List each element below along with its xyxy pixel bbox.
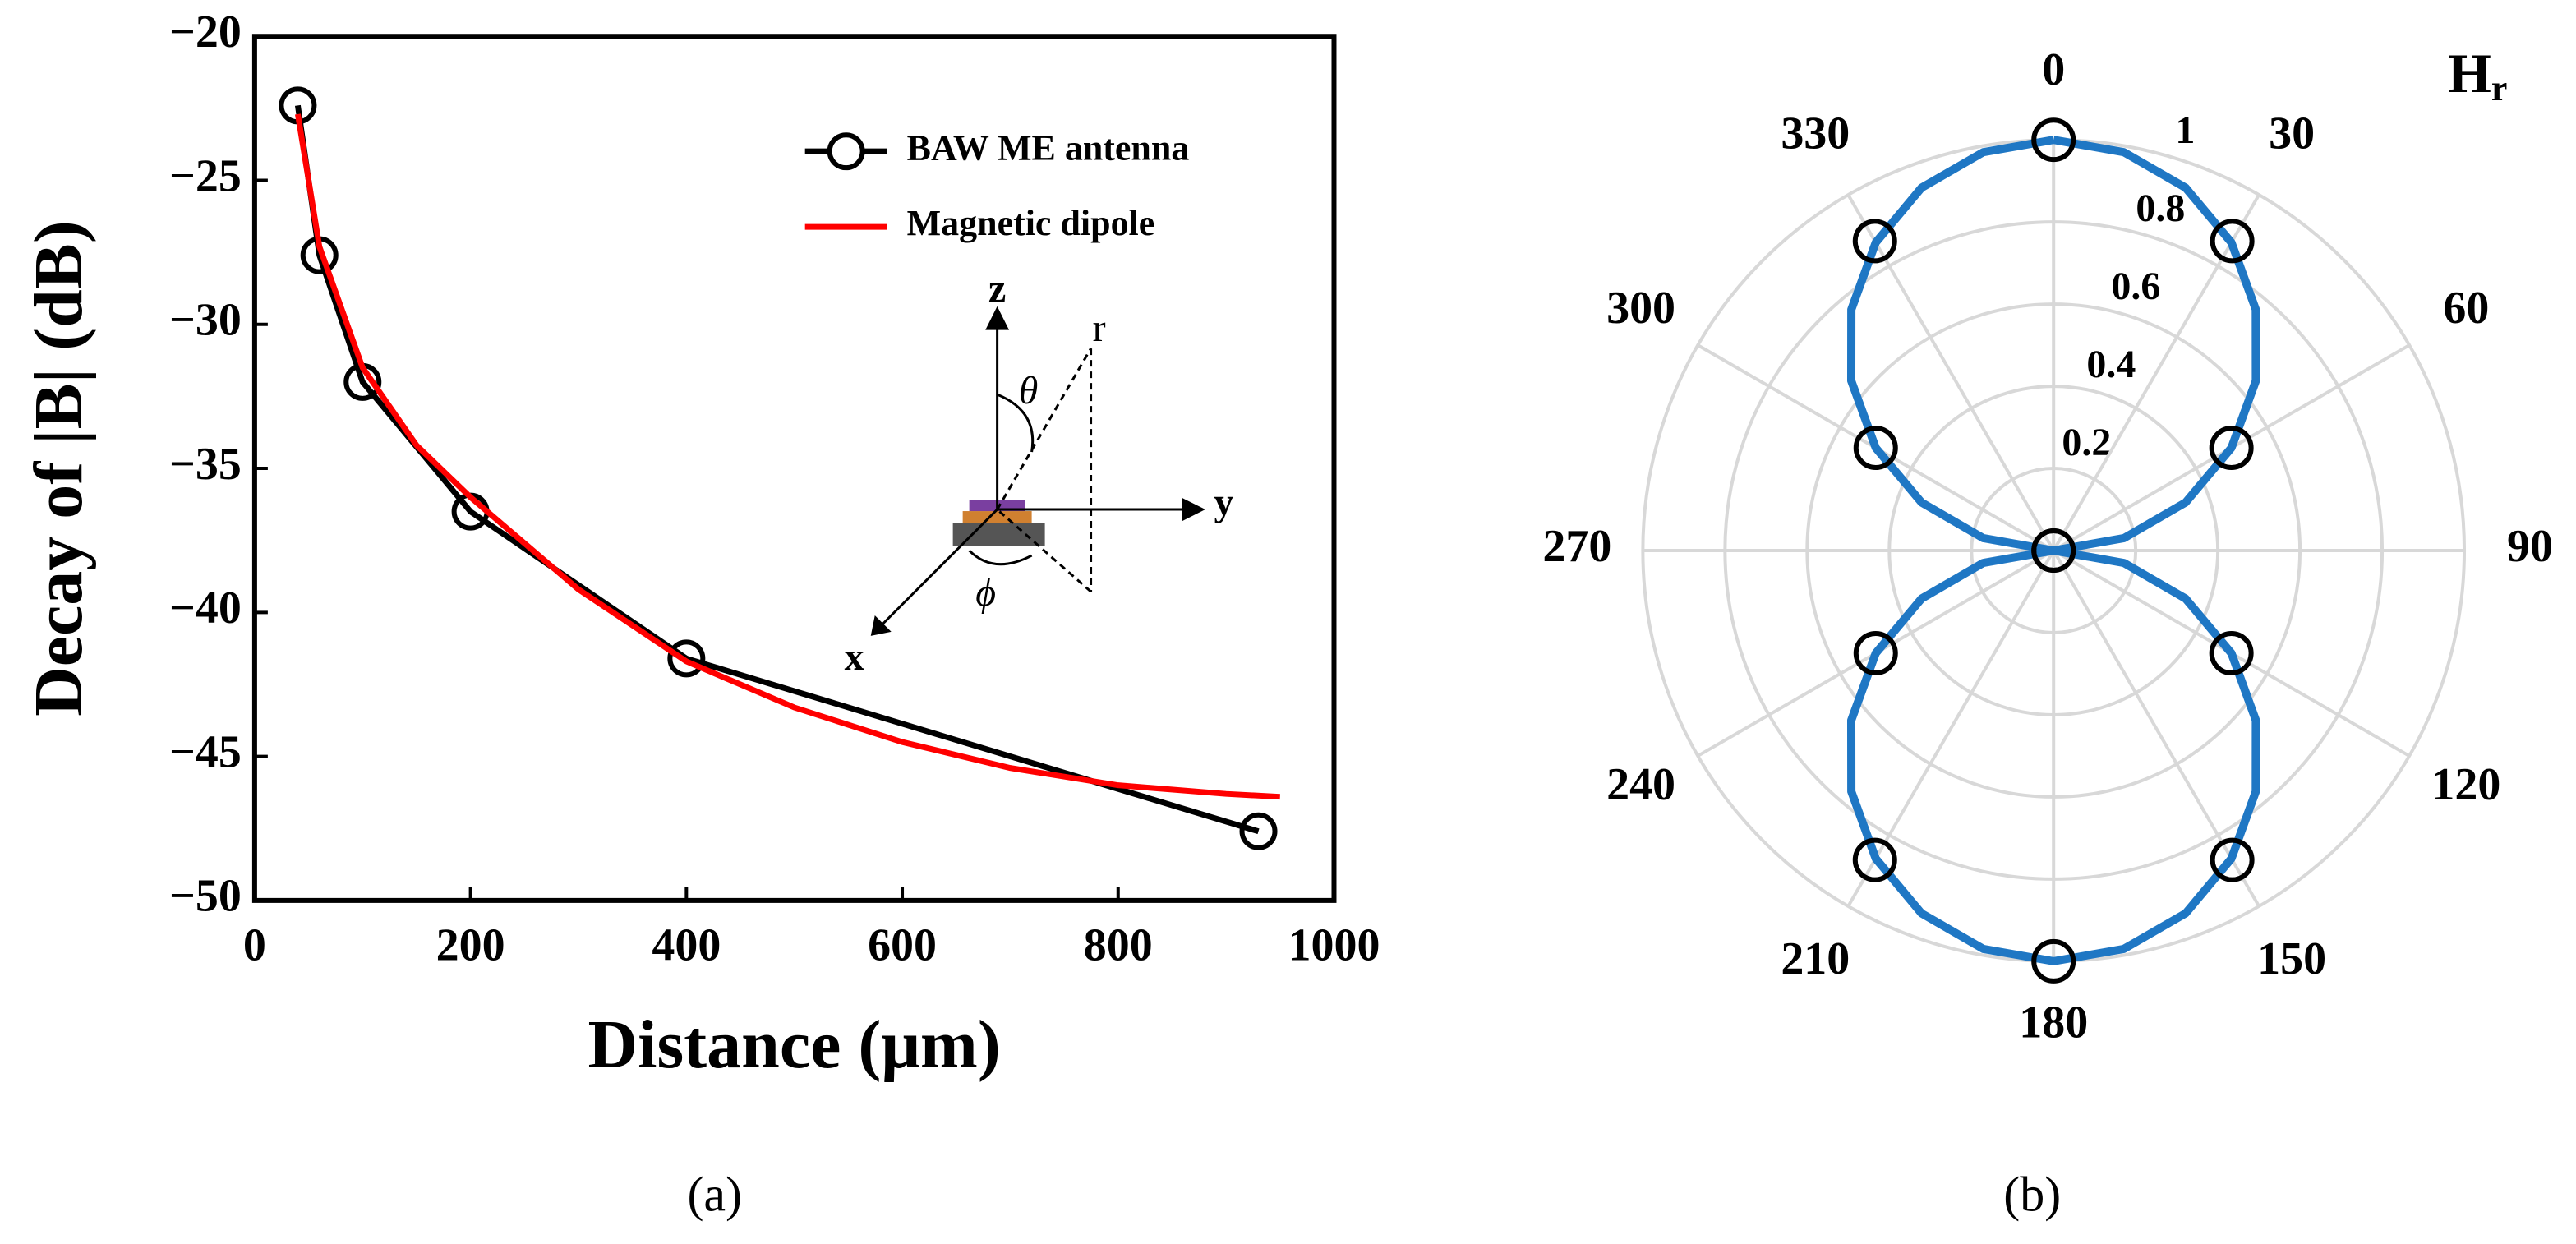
data-point bbox=[2210, 219, 2255, 264]
legend-marker bbox=[827, 132, 865, 171]
theta-tick-label: 270 bbox=[1542, 521, 1611, 572]
grid-spoke bbox=[2052, 550, 2260, 907]
projection bbox=[996, 508, 1092, 593]
y-tick-label: −50 bbox=[169, 871, 242, 922]
device-layer bbox=[962, 511, 1032, 523]
theta-tick-label: 180 bbox=[2019, 998, 2088, 1048]
arrow bbox=[870, 615, 892, 636]
annotation: y bbox=[1214, 481, 1234, 524]
device-base bbox=[952, 523, 1045, 546]
data-line bbox=[1847, 136, 2260, 965]
legend-label: BAW ME antenna bbox=[907, 127, 1190, 168]
chart-title: Hr bbox=[2448, 42, 2507, 108]
data-point bbox=[2031, 117, 2076, 163]
title-main: H bbox=[2448, 42, 2491, 104]
data-point bbox=[2209, 630, 2254, 675]
phi-arc bbox=[968, 549, 1033, 566]
r-tick-label: 0.8 bbox=[2136, 187, 2185, 230]
theta-tick-label: 90 bbox=[2507, 521, 2553, 572]
x-tick-label: 200 bbox=[436, 920, 505, 971]
x-tick-label: 400 bbox=[652, 920, 721, 971]
y-tick-label: −45 bbox=[169, 726, 242, 777]
data-point bbox=[1852, 837, 1897, 882]
theta-tick-label: 150 bbox=[2257, 933, 2326, 984]
theta-tick-label: 210 bbox=[1781, 933, 1850, 984]
y-tick-label: −40 bbox=[169, 583, 242, 634]
annotation: r bbox=[1093, 306, 1106, 350]
y-axis-label: Decay of |B| (dB) bbox=[21, 220, 97, 716]
inset-diagram bbox=[870, 306, 1205, 636]
annotation: z bbox=[988, 267, 1006, 311]
data-point bbox=[1239, 812, 1278, 850]
y-tick-label: −35 bbox=[169, 439, 242, 490]
theta-tick-label: 330 bbox=[1781, 108, 1850, 159]
data-point bbox=[2209, 426, 2254, 471]
annotation: θ bbox=[1019, 369, 1039, 412]
theta-tick-label: 120 bbox=[2431, 759, 2500, 810]
theta-tick-label: 0 bbox=[2042, 44, 2065, 95]
y-tick-label: −25 bbox=[169, 150, 242, 201]
grid-spoke bbox=[2052, 194, 2260, 552]
r-tick-label: 0.4 bbox=[2086, 343, 2136, 386]
data-point bbox=[1853, 426, 1898, 471]
y-tick-label: −30 bbox=[169, 295, 242, 346]
caption: (a) bbox=[687, 1168, 742, 1222]
grid-spoke bbox=[1846, 194, 2055, 552]
theta-tick-label: 240 bbox=[1606, 759, 1675, 810]
y-tick-label: −20 bbox=[169, 7, 242, 58]
annotation: ϕ bbox=[975, 571, 996, 615]
data-point bbox=[2031, 938, 2076, 984]
plot-frame bbox=[251, 34, 1337, 903]
r-tick-label: 0.6 bbox=[2111, 265, 2160, 308]
theta-tick-label: 60 bbox=[2443, 283, 2489, 334]
grid-spoke bbox=[1846, 550, 2055, 907]
title-subscript: r bbox=[2491, 68, 2508, 108]
annotation: x bbox=[845, 635, 864, 679]
r-tick-label: 1 bbox=[2175, 108, 2195, 152]
data-point bbox=[667, 639, 706, 678]
x-axis bbox=[881, 508, 998, 626]
r-tick-label: 0.2 bbox=[2062, 421, 2111, 464]
x-tick-label: 1000 bbox=[1288, 920, 1380, 971]
legend-label: Magnetic dipole bbox=[907, 203, 1155, 243]
data-point bbox=[2210, 837, 2255, 882]
theta-arc bbox=[997, 393, 1035, 453]
theta-tick-label: 300 bbox=[1606, 283, 1675, 334]
arrow bbox=[985, 306, 1010, 330]
r-line bbox=[996, 348, 1092, 510]
data-line bbox=[294, 113, 1280, 800]
theta-tick-label: 30 bbox=[2269, 108, 2315, 159]
x-tick-label: 0 bbox=[243, 920, 266, 971]
arrow bbox=[1182, 497, 1205, 522]
data-point bbox=[1852, 219, 1897, 264]
x-tick-label: 600 bbox=[868, 920, 937, 971]
data-point bbox=[1853, 630, 1898, 675]
data-point bbox=[2031, 528, 2076, 574]
caption: (b) bbox=[2003, 1168, 2061, 1222]
x-tick-label: 800 bbox=[1084, 920, 1153, 971]
x-axis-label: Distance (μm) bbox=[588, 1007, 1001, 1083]
